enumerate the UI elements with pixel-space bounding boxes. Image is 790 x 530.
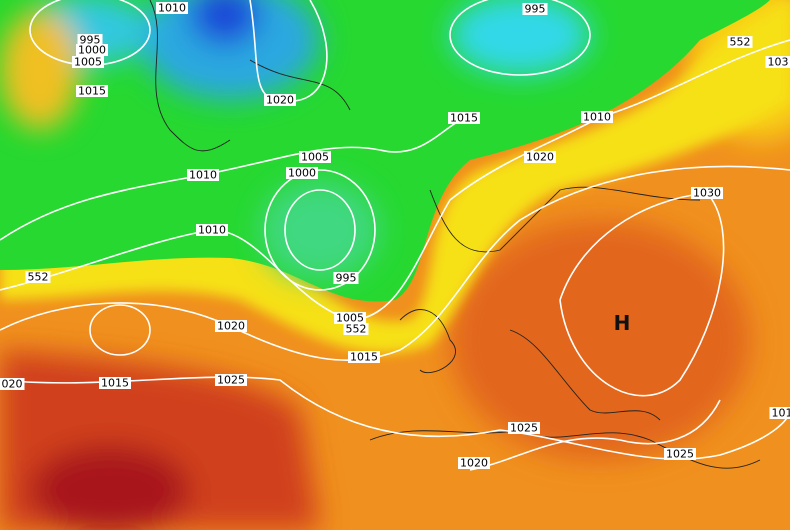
isobar-label: 1010 <box>156 2 188 15</box>
isobar-label-text: 1025 <box>510 422 538 435</box>
isobar-label-text: 1020 <box>526 151 554 164</box>
isobar-label: 1020 <box>524 151 556 164</box>
isobar-label: 1000 <box>76 44 108 57</box>
label-box <box>215 374 247 386</box>
label-box <box>334 312 366 324</box>
isobar-label: 1025 <box>508 422 540 435</box>
isobar-label-text: 1020 <box>217 320 245 333</box>
label-box <box>343 323 369 335</box>
label-box <box>156 2 188 14</box>
isobar-label-text: 552 <box>28 271 49 284</box>
isobar-label-text: 1015 <box>101 377 129 390</box>
isobar-label: 1025 <box>215 374 247 387</box>
label-box <box>333 272 359 284</box>
label-box <box>286 167 318 179</box>
label-box <box>76 85 108 97</box>
label-box <box>448 112 480 124</box>
isobar-label: 1030 <box>691 187 723 200</box>
isobar-label-text: 1025 <box>666 448 694 461</box>
isobar-label-text: 995 <box>336 272 357 285</box>
label-box <box>77 34 103 46</box>
isobar-label: 1015 <box>99 377 131 390</box>
coastlines <box>149 0 761 469</box>
isobar-label: 1010 <box>196 224 228 237</box>
isobar-label-text: 1010 <box>189 169 217 182</box>
isobar-label-text: 1005 <box>301 151 329 164</box>
isobar-label-text: 1010 <box>158 2 186 15</box>
isobar-label: 552 <box>727 36 753 49</box>
label-box <box>215 320 247 332</box>
isobar-label-text: 020 <box>2 378 23 391</box>
isobar-label-text: 1015 <box>350 351 378 364</box>
isobar-label: 995 <box>333 272 359 285</box>
isobar-label-text: 103 <box>768 56 789 69</box>
isobar-label: 1015 <box>448 112 480 125</box>
isobar-label-text: 1020 <box>460 457 488 470</box>
isobar-label: 1000 <box>286 167 318 180</box>
label-box <box>664 448 696 460</box>
isobar-label-text: 1005 <box>336 312 364 325</box>
label-box <box>196 224 228 236</box>
isobar-label: 995 <box>522 3 548 16</box>
label-box <box>72 56 104 68</box>
isobar-label: 1020 <box>458 457 490 470</box>
label-box <box>299 151 331 163</box>
isobar-label-text: 1000 <box>78 44 106 57</box>
label-box <box>769 407 790 419</box>
isobar-label-text: 1030 <box>693 187 721 200</box>
isobar-label: 1005 <box>299 151 331 164</box>
label-box <box>458 457 490 469</box>
label-box <box>765 56 790 68</box>
isobar-label: 1010 <box>187 169 219 182</box>
label-box <box>581 111 613 123</box>
label-box <box>264 94 296 106</box>
isobar-label-text: 552 <box>346 323 367 336</box>
isobar-labels: 1010995100010051015102010101005100010109… <box>0 2 790 470</box>
isobar-label: 552 <box>25 271 51 284</box>
label-box <box>508 422 540 434</box>
isobar-label: 1025 <box>664 448 696 461</box>
isobar-label: 552 <box>343 323 369 336</box>
isobar-label: 1015 <box>76 85 108 98</box>
isobars <box>0 0 790 471</box>
isobar-label: 1010 <box>581 111 613 124</box>
label-box <box>522 3 548 15</box>
isobar-label: 1005 <box>72 56 104 69</box>
label-box <box>348 351 380 363</box>
label-box <box>0 378 25 390</box>
isobar-label: 101 <box>769 407 790 420</box>
label-box <box>76 44 108 56</box>
isobar-label: 1005 <box>334 312 366 325</box>
high-pressure-center: H <box>614 311 631 335</box>
label-box <box>691 187 723 199</box>
isobar-label-text: 1000 <box>288 167 316 180</box>
isobar-label-text: 1015 <box>78 85 106 98</box>
isobar-label-text: 995 <box>80 34 101 47</box>
label-box <box>727 36 753 48</box>
label-box <box>187 169 219 181</box>
label-box <box>25 271 51 283</box>
isobar-label: 1020 <box>264 94 296 107</box>
isobar-label: 1015 <box>348 351 380 364</box>
isobar-label-text: 995 <box>525 3 546 16</box>
label-box <box>524 151 556 163</box>
isobar-label-text: 101 <box>772 407 790 420</box>
label-box <box>99 377 131 389</box>
isobar-label: 103 <box>765 56 790 69</box>
isobar-label-text: 1015 <box>450 112 478 125</box>
isobar-label-text: 1010 <box>583 111 611 124</box>
isobar-label-text: 552 <box>730 36 751 49</box>
isobar-label: 1020 <box>215 320 247 333</box>
isobar-label: 020 <box>0 378 25 391</box>
isobar-label-text: 1020 <box>266 94 294 107</box>
isobar-label-text: 1010 <box>198 224 226 237</box>
isobar-label: 995 <box>77 34 103 47</box>
isobar-label-text: 1025 <box>217 374 245 387</box>
isobar-label-text: 1005 <box>74 56 102 69</box>
